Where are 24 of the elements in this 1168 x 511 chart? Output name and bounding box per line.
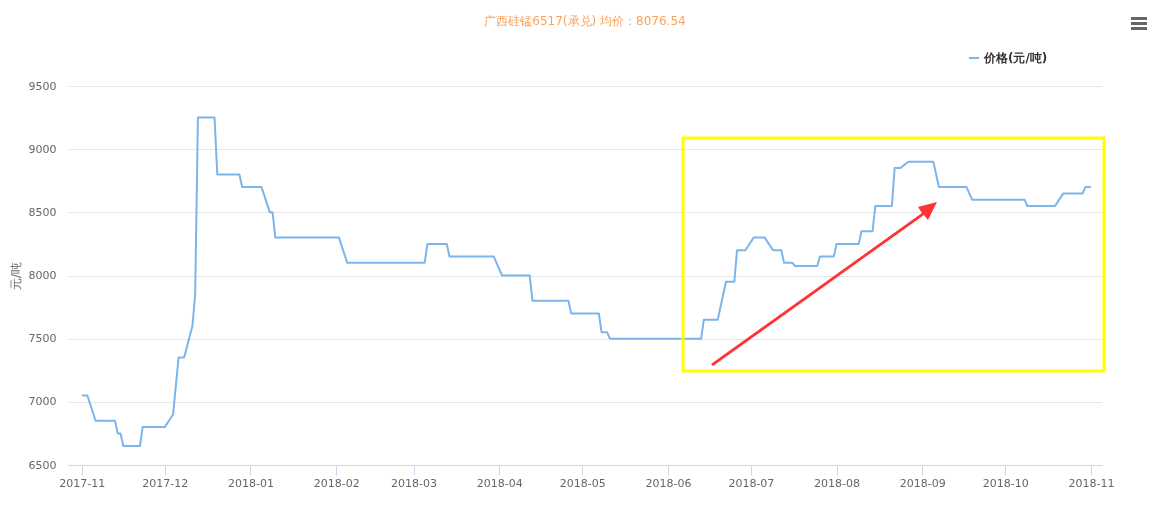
legend-label: 价格(元/吨) — [983, 51, 1048, 65]
x-tick-label: 2018-07 — [728, 476, 775, 490]
x-tick-label: 2018-02 — [313, 476, 360, 490]
y-tick-label: 8000 — [28, 269, 57, 282]
x-tick-label: 2017-12 — [142, 476, 189, 490]
x-tick-label: 2018-11 — [1068, 476, 1115, 490]
x-tick-label: 2018-05 — [559, 476, 606, 490]
chart-title: 广西硅锰6517(承兑) 均价：8076.54 — [484, 14, 686, 28]
y-tick-label: 7000 — [28, 395, 57, 409]
x-tick-label: 2017-11 — [59, 476, 106, 490]
x-tick-label: 2018-04 — [476, 476, 523, 490]
y-tick-label: 9500 — [28, 79, 57, 93]
x-tick-label: 2018-10 — [982, 476, 1029, 490]
y-tick-label: 6500 — [28, 458, 57, 472]
y-tick-label: 7500 — [28, 332, 57, 346]
x-tick-label: 2018-09 — [899, 476, 946, 490]
y-tick-label: 8500 — [28, 205, 57, 219]
y-tick-label: 9000 — [28, 142, 57, 156]
x-tick-label: 2018-08 — [814, 476, 861, 490]
y-axis-title: 元/吨 — [8, 261, 23, 291]
line-series — [80, 116, 1092, 448]
x-tick-label: 2018-03 — [391, 476, 438, 490]
x-tick-label: 2018-06 — [645, 476, 692, 490]
x-tick-label: 2018-01 — [227, 476, 274, 490]
